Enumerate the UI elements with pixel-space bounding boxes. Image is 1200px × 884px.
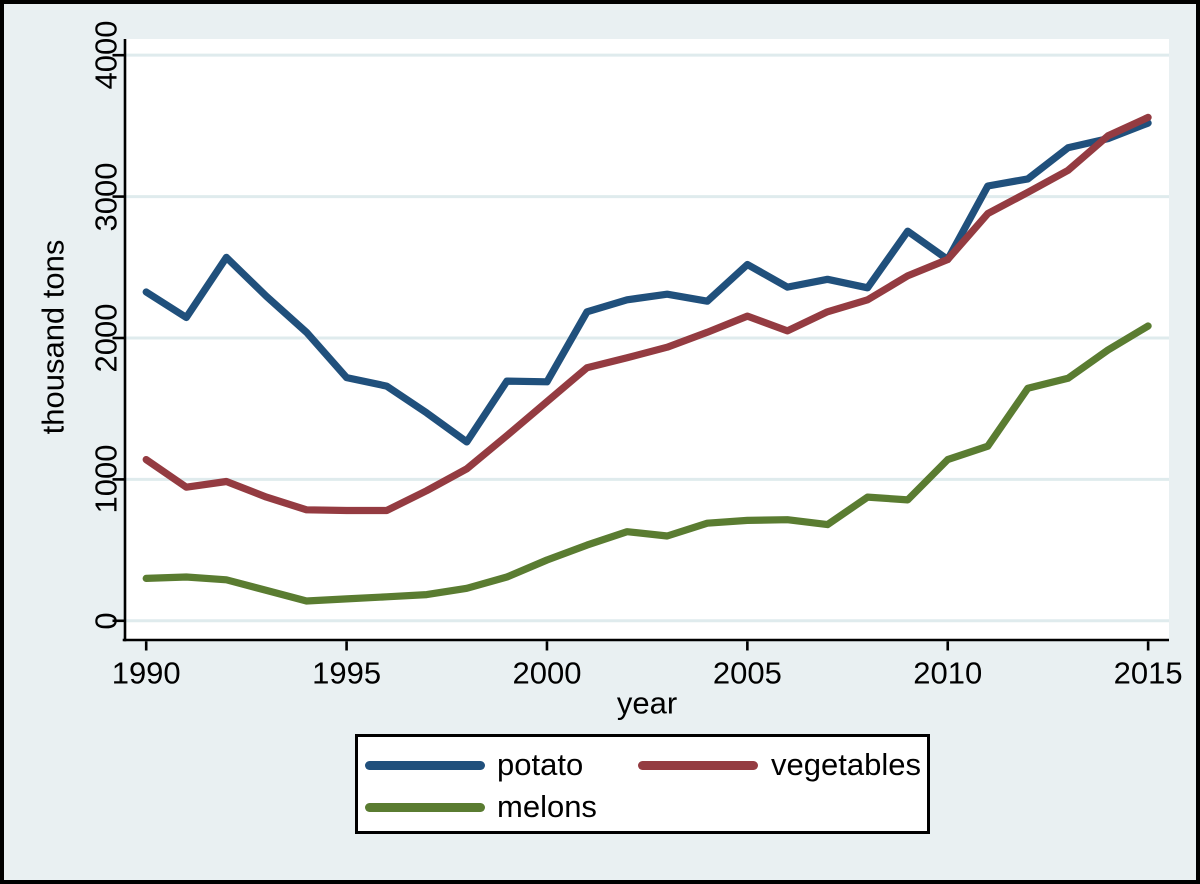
series-line-vegetables <box>142 113 1152 515</box>
legend: potato vegetables melons <box>355 734 930 834</box>
legend-key-potato <box>365 761 485 770</box>
x-tick-label-1995: 1995 <box>312 655 382 691</box>
legend-label-melons: melons <box>497 789 597 824</box>
x-tick-label-2000: 2000 <box>512 655 582 691</box>
legend-label-potato: potato <box>497 747 584 782</box>
x-tick-label-2010: 2010 <box>913 655 983 691</box>
plot-area <box>124 39 1169 640</box>
series-line-melons <box>142 322 1152 605</box>
x-tick-label-1990: 1990 <box>111 655 181 691</box>
legend-key-vegetables <box>638 761 758 770</box>
x-tick-label-2015: 2015 <box>1113 655 1183 691</box>
legend-label-vegetables: vegetables <box>771 747 921 782</box>
series-line-potato <box>142 119 1152 446</box>
legend-key-melons <box>365 803 485 812</box>
x-tick-label-2005: 2005 <box>712 655 782 691</box>
x-axis-title: year <box>616 685 678 721</box>
